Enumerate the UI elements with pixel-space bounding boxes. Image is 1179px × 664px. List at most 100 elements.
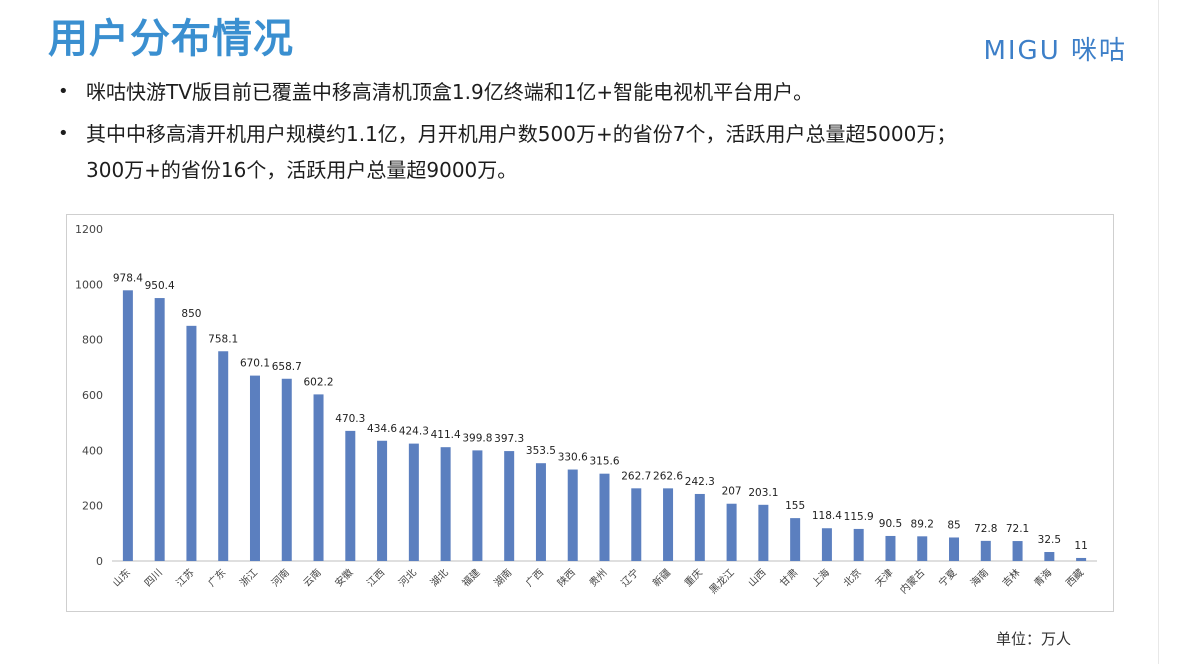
bar — [345, 430, 356, 561]
bar — [1076, 557, 1087, 561]
category-label: 吉林 — [999, 566, 1022, 589]
category-label: 江苏 — [173, 566, 196, 589]
data-label: 670.1 — [240, 358, 270, 370]
data-label: 950.4 — [145, 280, 175, 292]
bar — [980, 540, 991, 561]
category-label: 贵州 — [586, 566, 609, 589]
category-label: 湖北 — [428, 567, 451, 590]
category-label: 天津 — [873, 567, 896, 590]
y-tick-label: 200 — [82, 500, 103, 513]
category-label: 黑龙江 — [706, 566, 736, 596]
data-label: 434.6 — [367, 423, 397, 435]
bar — [504, 451, 515, 561]
data-label: 32.5 — [1038, 534, 1061, 546]
category-label: 上海 — [809, 566, 832, 589]
data-label: 399.8 — [462, 432, 492, 444]
data-label: 11 — [1074, 540, 1087, 552]
data-label: 758.1 — [208, 333, 238, 345]
bar — [631, 488, 642, 561]
bullet-text: 其中中移高清开机用户规模约1.1亿，月开机用户数500万+的省份7个，活跃用户总… — [86, 122, 957, 146]
bar — [726, 503, 737, 561]
bar — [218, 351, 229, 561]
category-label: 辽宁 — [618, 566, 641, 589]
category-label: 广西 — [523, 567, 546, 590]
category-label: 青海 — [1031, 566, 1054, 589]
category-label: 四川 — [143, 567, 165, 589]
category-label: 湖南 — [491, 566, 514, 589]
data-label: 207 — [722, 486, 742, 498]
bar — [694, 493, 705, 561]
bar — [853, 528, 864, 561]
bar — [821, 528, 832, 561]
data-label: 203.1 — [748, 487, 778, 499]
data-label: 602.2 — [304, 376, 334, 388]
bar — [885, 535, 896, 561]
category-label: 浙江 — [237, 567, 260, 590]
category-label: 新疆 — [650, 566, 673, 589]
bullet-item: • 咪咕快游TV版目前已覆盖中移高清机顶盒1.9亿终端和1亿+智能电视机平台用户… — [58, 74, 1138, 110]
bullet-text: 咪咕快游TV版目前已覆盖中移高清机顶盒1.9亿终端和1亿+智能电视机平台用户。 — [86, 80, 814, 104]
data-label: 424.3 — [399, 426, 429, 438]
category-label: 重庆 — [682, 566, 705, 589]
y-tick-label: 600 — [82, 389, 103, 402]
category-label: 云南 — [300, 566, 323, 589]
bullet-dot-icon: • — [58, 123, 69, 144]
data-label: 242.3 — [685, 476, 715, 488]
data-label: 850 — [181, 308, 201, 320]
unit-label: 单位：万人 — [995, 630, 1071, 648]
chart-frame: 0 200 400 600 800 1000 1200 978.4 山东 950.4 四川 850 江苏… — [66, 214, 1114, 612]
data-label: 155 — [785, 500, 805, 512]
data-label: 262.6 — [653, 470, 683, 482]
y-tick-label: 1000 — [75, 278, 103, 291]
y-tick-label: 1200 — [75, 223, 103, 236]
category-label: 海南 — [968, 566, 991, 589]
bar — [535, 463, 546, 561]
data-label: 90.5 — [879, 518, 902, 530]
bar — [567, 469, 578, 561]
category-label: 宁夏 — [936, 566, 959, 589]
category-label: 河北 — [396, 567, 419, 590]
y-tick-label: 0 — [96, 555, 103, 568]
bar — [313, 394, 324, 561]
category-label: 山西 — [746, 567, 769, 590]
bar — [122, 290, 133, 561]
category-label: 福建 — [459, 566, 482, 589]
y-tick-label: 400 — [82, 444, 103, 457]
bar — [758, 504, 769, 561]
data-label: 411.4 — [431, 429, 461, 441]
data-label: 262.7 — [621, 470, 651, 482]
bar — [472, 450, 483, 561]
category-label: 内蒙古 — [897, 566, 927, 596]
category-label: 山东 — [110, 566, 133, 589]
page-title: 用户分布情况 — [48, 16, 294, 62]
category-label: 西藏 — [1064, 567, 1087, 590]
category-label: 江西 — [365, 567, 388, 590]
data-label: 89.2 — [911, 518, 934, 530]
category-label: 河南 — [269, 566, 292, 589]
bar — [186, 325, 197, 561]
category-label: 安徽 — [332, 566, 355, 589]
data-label: 118.4 — [812, 510, 842, 522]
bar — [281, 378, 292, 561]
bar — [790, 518, 801, 561]
y-tick-label: 800 — [82, 334, 103, 347]
data-label: 330.6 — [558, 452, 588, 464]
bar — [917, 536, 928, 561]
bar — [949, 537, 960, 561]
bar — [154, 298, 165, 561]
category-label: 甘肃 — [777, 566, 800, 589]
data-label: 72.1 — [1006, 523, 1029, 535]
data-label: 397.3 — [494, 433, 524, 445]
migu-logo: MIGU 咪咕 — [983, 36, 1127, 66]
category-label: 陕西 — [555, 566, 578, 589]
bullet-dot-icon: • — [58, 81, 69, 102]
data-label: 315.6 — [589, 456, 619, 468]
data-label: 353.5 — [526, 445, 556, 457]
bar — [249, 375, 260, 561]
data-label: 72.8 — [974, 523, 997, 535]
bar — [440, 447, 451, 561]
data-label: 978.4 — [113, 272, 143, 284]
data-label: 115.9 — [844, 511, 874, 523]
bar-chart: 0 200 400 600 800 1000 1200 978.4 山东 950.4 四川 850 江苏… — [75, 223, 1097, 596]
page-edge-line — [1158, 0, 1159, 664]
